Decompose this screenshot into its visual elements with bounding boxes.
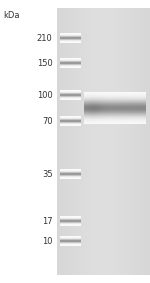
Text: 70: 70	[42, 117, 52, 126]
Text: kDa: kDa	[3, 11, 20, 20]
Text: 150: 150	[37, 59, 52, 68]
Text: 35: 35	[42, 170, 52, 179]
Text: 10: 10	[42, 237, 52, 246]
Text: 100: 100	[37, 91, 52, 100]
Text: 17: 17	[42, 217, 52, 226]
Text: 210: 210	[37, 34, 52, 43]
